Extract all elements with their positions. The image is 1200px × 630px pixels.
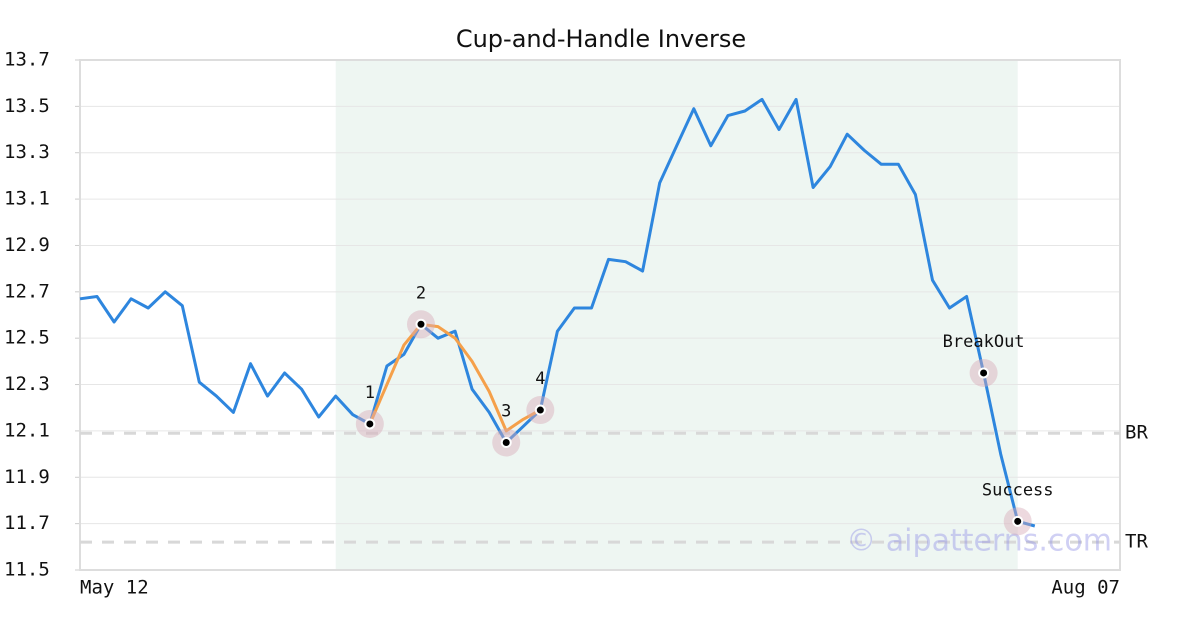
- y-tick-label: 11.5: [4, 559, 50, 581]
- annotation-label: 3: [501, 402, 511, 422]
- y-tick-label: 13.1: [4, 188, 50, 210]
- annotation-point: [415, 318, 427, 330]
- annotation-point: [1012, 515, 1024, 527]
- annotation-label: 2: [416, 283, 426, 303]
- y-tick-label: 12.7: [4, 280, 50, 302]
- y-tick-label: 12.9: [4, 234, 50, 256]
- y-tick-label: 12.5: [4, 327, 50, 349]
- x-tick-label: May 12: [80, 577, 149, 599]
- annotation-label: 1: [365, 383, 375, 403]
- annotation-label: BreakOut: [943, 332, 1025, 352]
- level-label: BR: [1125, 422, 1148, 444]
- annotation-point: [978, 367, 990, 379]
- series-line: [79, 97, 1036, 528]
- y-tick-label: 13.7: [4, 49, 50, 71]
- pattern-region: [335, 60, 1018, 570]
- plot-frame: [79, 59, 1121, 571]
- annotation-point: [364, 418, 376, 430]
- level-label: TR: [1125, 531, 1148, 553]
- annotation-point: [534, 404, 546, 416]
- y-tick-label: 11.9: [4, 466, 50, 488]
- y-tick-label: 11.7: [4, 512, 50, 534]
- chart-title: Cup-and-Handle Inverse: [456, 25, 746, 53]
- annotation-label: 4: [535, 369, 545, 389]
- y-tick-label: 13.3: [4, 141, 50, 163]
- y-tick-label: 12.1: [4, 419, 50, 441]
- y-tick-label: 13.5: [4, 95, 50, 117]
- y-tick-label: 12.3: [4, 373, 50, 395]
- watermark: © aipatterns.com: [846, 524, 1112, 559]
- annotation-point: [500, 437, 512, 448]
- series-line: [368, 322, 542, 433]
- x-tick-label: Aug 07: [1051, 577, 1120, 599]
- annotation-label: Success: [982, 480, 1054, 500]
